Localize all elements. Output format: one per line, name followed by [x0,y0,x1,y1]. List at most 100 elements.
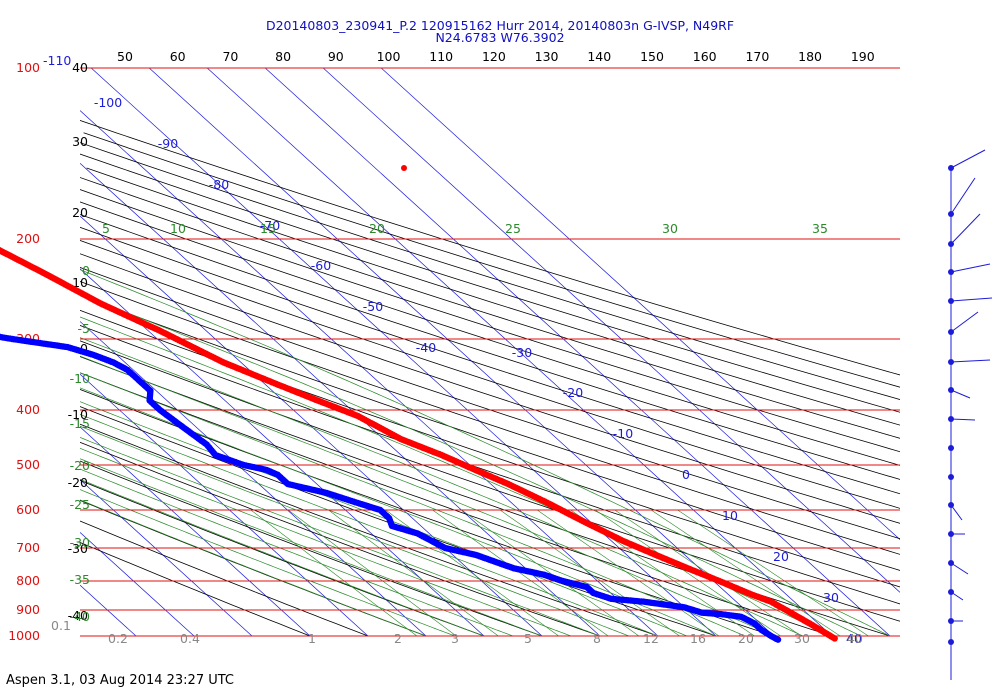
isotherm-label: 20 [773,549,789,564]
isotherm-label: -70 [260,218,280,233]
moist-adiabat-line [80,355,775,637]
dry-adiabat-line [80,460,543,637]
pressure-tick-label: 200 [16,231,40,246]
moist-adiabat-line [80,413,659,637]
left-black-label: 30 [72,134,88,149]
wind-barb [950,591,964,601]
wind-barb [950,177,976,215]
wind-barb [950,213,981,245]
temperature-point [401,165,407,171]
isotherm-line [322,68,900,593]
dry-adiabat-line [86,167,900,426]
dry-adiabat-line [80,295,900,571]
isotherm-line [80,163,601,637]
pressure-tick-label: 1000 [8,628,40,643]
dry-adiabat-line [80,372,833,637]
pressure-tick-label: 500 [16,457,40,472]
wind-barb [950,359,991,363]
pressure-tick-label: 800 [16,573,40,588]
top-tick-label: 120 [482,49,506,64]
top-tick-label: 90 [328,49,344,64]
isotherm-label: -10 [613,426,633,441]
dry-adiabat-line [80,281,900,555]
dry-adiabat-line [80,201,900,466]
left-green-label: -25 [70,497,90,512]
left-green-label: -20 [70,458,90,473]
moist-adiabat-line [80,401,688,637]
dry-adiabat-line [80,324,900,605]
left-green-label: -35 [70,572,90,587]
mixing-ratio-label: 20 [738,631,754,646]
footer-text: Aspen 3.1, 03 Aug 2014 23:27 UTC [6,673,235,688]
top-tick-label: 130 [535,49,559,64]
theta-e-label: 5 [102,221,110,236]
mixing-ratio-label: 16 [690,631,706,646]
wind-barb [950,263,991,273]
dry-adiabat-line [80,214,900,480]
left-green-label: -10 [70,371,90,386]
mixing-ratio-label: 3 [451,631,459,646]
mixing-ratio-label: 8 [593,631,601,646]
isotherm-label: 30 [823,590,839,605]
dry-adiabat-line [80,120,900,376]
top-tick-label: 140 [587,49,611,64]
wind-barb [950,311,979,333]
left-black-label: 10 [72,275,88,290]
moist-adiabat-line [80,437,601,637]
top-tick-label: 50 [117,49,133,64]
top-tick-label: 100 [377,49,401,64]
left-black-label: -30 [68,541,88,556]
mixing-ratio-label: 5 [524,631,532,646]
isotherm-label: 10 [722,508,738,523]
temperature-point [831,635,838,642]
chart-subtitle: N24.6783 W76.3902 [435,30,565,45]
isotherm-line [80,426,311,637]
dry-adiabat-line [80,441,601,637]
dry-adiabat-line [80,388,775,637]
isotherm-label: -40 [416,340,436,355]
isotherm-label: 0 [682,467,690,482]
wind-barb [950,504,963,521]
theta-e-label: 30 [662,221,678,236]
moist-adiabat-line [80,458,543,637]
dry-adiabat-line [80,142,900,400]
moist-adiabat-line [80,499,427,637]
top-tick-label: 170 [745,49,769,64]
moist-adiabat-line [80,447,572,637]
mixing-ratio-label: 1 [308,631,316,646]
dry-adiabat-line [80,520,369,637]
theta-e-label: 10 [170,221,186,236]
isotherm-line [80,584,137,637]
top-tick-label: 80 [275,49,291,64]
mixing-ratio-label: 30 [794,631,810,646]
isotherm-label: -90 [158,136,178,151]
top-tick-label: 70 [222,49,238,64]
dry-adiabat-line [83,132,900,388]
isotherm-label: 40 [846,631,862,646]
isotherm-label: -20 [563,385,583,400]
top-tick-label: 180 [798,49,822,64]
top-tick-label: 190 [851,49,875,64]
pressure-tick-label: 100 [16,60,40,75]
mixing-ratio-line [595,509,781,637]
isotherm-line [380,68,900,540]
moist-adiabat-line [80,468,514,637]
theta-e-label: 20 [369,221,385,236]
pressure-tick-label: 400 [16,402,40,417]
mixing-ratio-label: 40 [847,631,863,646]
pressure-tick-label: 900 [16,602,40,617]
isotherm-label: -100 [94,95,122,110]
isotherm-line [90,68,717,637]
dry-adiabat-line [80,177,900,439]
left-green-label: -30 [70,535,90,550]
isotherm-axis-label: -110 [43,53,71,68]
mixing-ratio-line [614,509,802,637]
left-black-label: 40 [72,60,88,75]
top-tick-label: 60 [170,49,186,64]
moist-adiabat-line [80,478,485,637]
left-green-label: -40 [70,609,90,624]
wind-barb [950,297,993,302]
theta-e-label: 15 [260,221,276,236]
dry-adiabat-line [80,239,900,509]
mixing-ratio-line [288,509,457,637]
